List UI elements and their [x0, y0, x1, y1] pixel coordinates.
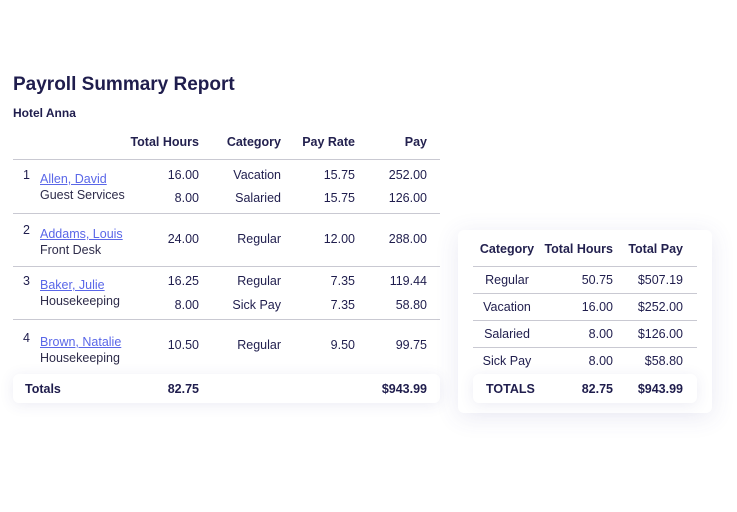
header-pay: Pay [404, 135, 427, 149]
line-hours: 16.25 [167, 274, 199, 288]
summary-hours: 8.00 [588, 327, 613, 341]
page-title: Payroll Summary Report [13, 74, 235, 95]
summary-pay: $58.80 [644, 354, 683, 368]
divider [473, 266, 697, 267]
summary-pay: $507.19 [637, 273, 683, 287]
line-pay: 288.00 [388, 232, 427, 246]
category-summary-card: Category Total Hours Total Pay Regular 50… [458, 230, 712, 413]
divider [13, 159, 440, 160]
line-pay: 58.80 [395, 298, 427, 312]
line-hours: 10.50 [167, 338, 199, 352]
divider [13, 266, 440, 267]
employee-department: Housekeeping [40, 294, 120, 308]
line-hours: 24.00 [167, 232, 199, 246]
line-pay: 119.44 [389, 274, 427, 288]
employee-department: Housekeeping [40, 351, 120, 365]
line-pay-rate: 12.00 [323, 232, 355, 246]
line-hours: 8.00 [174, 191, 199, 205]
line-pay: 99.75 [395, 338, 427, 352]
employee-department: Guest Services [40, 188, 125, 202]
line-pay-rate: 15.75 [323, 168, 355, 182]
line-hours: 16.00 [167, 168, 199, 182]
summary-hours: 8.00 [588, 354, 613, 368]
line-hours: 8.00 [174, 298, 199, 312]
header-category: Category [226, 135, 281, 149]
row-number: 1 [23, 168, 30, 182]
company-name: Hotel Anna [13, 106, 76, 120]
employee-name-link[interactable]: Brown, Natalie [40, 335, 122, 349]
line-category: Sick Pay [232, 298, 281, 312]
summary-totals-hours: 82.75 [581, 382, 613, 396]
summary-category: Salaried [484, 327, 530, 341]
summary-totals-label: TOTALS [486, 382, 535, 396]
row-number: 2 [23, 223, 30, 237]
divider [13, 319, 440, 320]
summary-header-hours: Total Hours [544, 242, 613, 256]
summary-hours: 16.00 [581, 300, 613, 314]
summary-category: Vacation [483, 300, 531, 314]
summary-pay: $252.00 [637, 300, 683, 314]
divider [13, 213, 440, 214]
summary-totals-row: TOTALS 82.75 $943.99 [473, 374, 697, 403]
line-category: Vacation [233, 168, 281, 182]
totals-hours: 82.75 [167, 382, 199, 396]
employee-name-link[interactable]: Addams, Louis [40, 227, 123, 241]
row-number: 4 [23, 331, 30, 345]
totals-row: Totals 82.75 $943.99 [13, 374, 440, 403]
summary-hours: 50.75 [581, 273, 613, 287]
line-category: Salaried [235, 191, 281, 205]
line-pay-rate: 7.35 [330, 298, 355, 312]
line-pay-rate: 9.50 [330, 338, 355, 352]
divider [473, 347, 697, 348]
divider [473, 320, 697, 321]
employee-name-link[interactable]: Baker, Julie [40, 278, 105, 292]
line-pay: 252.00 [388, 168, 427, 182]
employee-name-link[interactable]: Allen, David [40, 172, 107, 186]
row-number: 3 [23, 274, 30, 288]
totals-label: Totals [25, 382, 61, 396]
line-pay-rate: 15.75 [323, 191, 355, 205]
summary-header-category: Category [479, 242, 535, 256]
header-total-hours: Total Hours [130, 135, 199, 149]
line-pay: 126.00 [388, 191, 427, 205]
summary-totals-pay: $943.99 [637, 382, 683, 396]
summary-pay: $126.00 [637, 327, 683, 341]
employee-department: Front Desk [40, 243, 102, 257]
line-category: Regular [237, 232, 281, 246]
summary-category: Regular [485, 273, 529, 287]
line-pay-rate: 7.35 [330, 274, 355, 288]
divider [473, 293, 697, 294]
totals-pay: $943.99 [381, 382, 427, 396]
line-category: Regular [237, 274, 281, 288]
header-pay-rate: Pay Rate [302, 135, 355, 149]
line-category: Regular [237, 338, 281, 352]
summary-header-pay: Total Pay [628, 242, 683, 256]
summary-category: Sick Pay [482, 354, 532, 368]
